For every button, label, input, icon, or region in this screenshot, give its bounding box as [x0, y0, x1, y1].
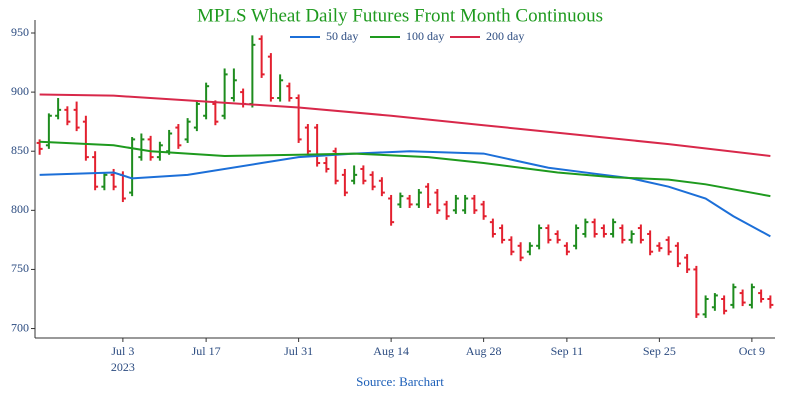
year-label: 2023 [111, 360, 135, 374]
legend-label: 200 day [486, 29, 524, 43]
y-tick-label: 850 [11, 143, 29, 157]
y-tick-label: 950 [11, 25, 29, 39]
x-tick-label: Sep 11 [551, 344, 584, 358]
source: Source: Barchart [356, 374, 444, 389]
y-tick-label: 700 [11, 320, 29, 334]
x-tick-label: Aug 28 [466, 344, 502, 358]
moving-average-line [39, 150, 771, 238]
y-tick-label: 800 [11, 202, 29, 216]
x-tick-label: Jul 17 [192, 344, 221, 358]
x-tick-label: Jul 31 [284, 344, 313, 358]
x-tick-label: Aug 14 [373, 344, 409, 358]
legend-label: 50 day [326, 29, 358, 43]
moving-average-line [39, 93, 771, 157]
x-tick-label: Sep 25 [643, 344, 676, 358]
x-tick-label: Jul 3 [111, 344, 134, 358]
legend-label: 100 day [406, 29, 444, 43]
x-tick-label: Oct 9 [739, 344, 765, 358]
chart-title: MPLS Wheat Daily Futures Front Month Con… [197, 5, 603, 26]
y-tick-label: 900 [11, 84, 29, 98]
moving-average-line [39, 140, 771, 198]
y-tick-label: 750 [11, 261, 29, 275]
